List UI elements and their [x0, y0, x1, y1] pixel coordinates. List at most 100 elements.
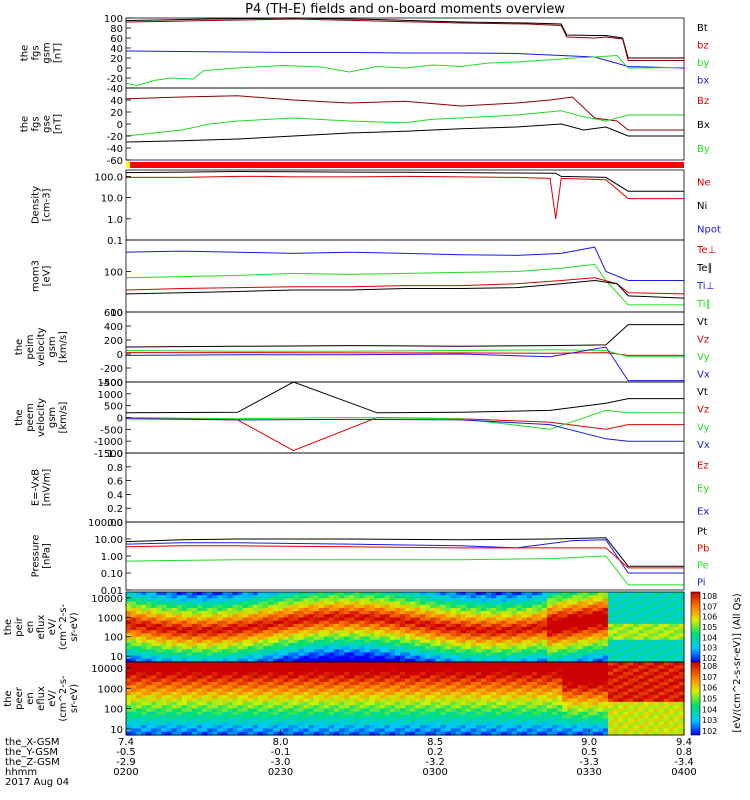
- heatmap-cell: [242, 705, 249, 710]
- heatmap-cell: [663, 665, 670, 670]
- heatmap-cell: [628, 708, 634, 713]
- heatmap-cell: [191, 655, 198, 660]
- heatmap-cell: [379, 711, 386, 716]
- heatmap-cell: [283, 688, 289, 693]
- heatmap-cell: [399, 681, 406, 686]
- heatmap-cell: [197, 646, 203, 650]
- heatmap-cell: [526, 623, 533, 628]
- heatmap-cell: [425, 705, 431, 710]
- heatmap-cell: [491, 701, 497, 706]
- heatmap-cell: [415, 655, 421, 660]
- heatmap-cell: [405, 633, 411, 638]
- heatmap-cell: [278, 611, 284, 615]
- heatmap-cell: [389, 646, 396, 650]
- heatmap-cell: [572, 671, 579, 676]
- heatmap-cell: [227, 691, 234, 696]
- heatmap-cell: [227, 614, 234, 619]
- heatmap-cell: [288, 623, 294, 628]
- heatmap-cell: [410, 678, 416, 683]
- heatmap-cell: [562, 701, 568, 706]
- heatmap-cell: [227, 705, 234, 710]
- y-axis-label-line: [nPa]: [42, 543, 53, 569]
- heatmap-cell: [232, 652, 239, 657]
- heatmap-cell: [633, 598, 639, 603]
- heatmap-cell: [638, 708, 645, 713]
- heatmap-cell: [349, 639, 355, 644]
- heatmap-cell: [526, 607, 533, 612]
- panel-peir_en_eflux: 10810710610510410310210000100010010thepe…: [3, 591, 717, 663]
- heatmap-cell: [536, 698, 543, 703]
- heatmap-cell: [450, 671, 457, 676]
- heatmap-cell: [531, 721, 538, 726]
- heatmap-cell: [399, 636, 406, 641]
- heatmap-cell: [379, 721, 386, 726]
- heatmap-cell: [410, 698, 416, 703]
- heatmap-cell: [623, 721, 629, 726]
- heatmap-cell: [501, 607, 508, 612]
- heatmap-cell: [536, 721, 543, 726]
- heatmap-cell: [217, 642, 223, 647]
- heatmap-cell: [425, 595, 431, 599]
- heatmap-cell: [161, 614, 168, 619]
- heatmap-cell: [268, 695, 274, 700]
- heatmap-cell: [379, 642, 386, 647]
- heatmap-cell: [323, 642, 330, 647]
- heatmap-cell: [643, 623, 650, 628]
- heatmap-cell: [146, 668, 152, 673]
- heatmap-cell: [212, 617, 218, 622]
- heatmap-cell: [612, 598, 619, 603]
- heatmap-cell: [450, 725, 457, 729]
- heatmap-cell: [587, 675, 594, 680]
- heatmap-cell: [136, 642, 142, 647]
- heatmap-cell: [668, 623, 675, 628]
- heatmap-cell: [501, 718, 508, 723]
- heatmap-cell: [222, 708, 229, 713]
- heatmap-cell: [481, 655, 487, 660]
- heatmap-cell: [577, 718, 584, 723]
- heatmap-cell: [618, 627, 624, 631]
- heatmap-cell: [562, 642, 568, 647]
- heatmap-cell: [323, 711, 330, 716]
- heatmap-cell: [379, 652, 386, 657]
- heatmap-cell: [126, 695, 132, 700]
- heatmap-cell: [328, 617, 335, 622]
- heatmap-cell: [349, 681, 355, 686]
- heatmap-cell: [171, 607, 178, 612]
- heatmap-cell: [298, 598, 305, 603]
- heatmap-cell: [146, 731, 152, 736]
- heatmap-cell: [582, 731, 589, 736]
- heatmap-cell: [470, 668, 477, 673]
- heatmap-cell: [633, 665, 639, 670]
- heatmap-cell: [217, 681, 223, 686]
- heatmap-cell: [262, 691, 269, 696]
- heatmap-cell: [131, 698, 137, 703]
- heatmap-cell: [232, 620, 239, 625]
- heatmap-cell: [425, 708, 431, 713]
- heatmap-cell: [536, 678, 543, 683]
- heatmap-cell: [318, 592, 325, 596]
- heatmap-cell: [369, 646, 376, 650]
- heatmap-cell: [176, 652, 183, 657]
- heatmap-cell: [212, 611, 218, 615]
- heatmap-cell: [557, 655, 563, 660]
- heatmap-cell: [232, 675, 239, 680]
- heatmap-cell: [247, 646, 254, 650]
- heatmap-cell: [303, 731, 310, 736]
- heatmap-cell: [242, 652, 249, 657]
- heatmap-cell: [171, 630, 178, 634]
- heatmap-cell: [323, 688, 330, 693]
- heatmap-cell: [252, 711, 259, 716]
- heatmap-cell: [323, 708, 330, 713]
- heatmap-cell: [506, 617, 513, 622]
- heatmap-cell: [186, 728, 193, 733]
- heatmap-cell: [379, 688, 386, 693]
- heatmap-cell: [384, 604, 391, 609]
- heatmap-cell: [359, 721, 366, 726]
- heatmap-cell: [379, 627, 386, 631]
- heatmap-cell: [252, 627, 259, 631]
- heatmap-cell: [541, 715, 548, 720]
- heatmap-cell: [273, 639, 279, 644]
- heatmap-cell: [207, 721, 213, 726]
- heatmap-cell: [313, 695, 320, 700]
